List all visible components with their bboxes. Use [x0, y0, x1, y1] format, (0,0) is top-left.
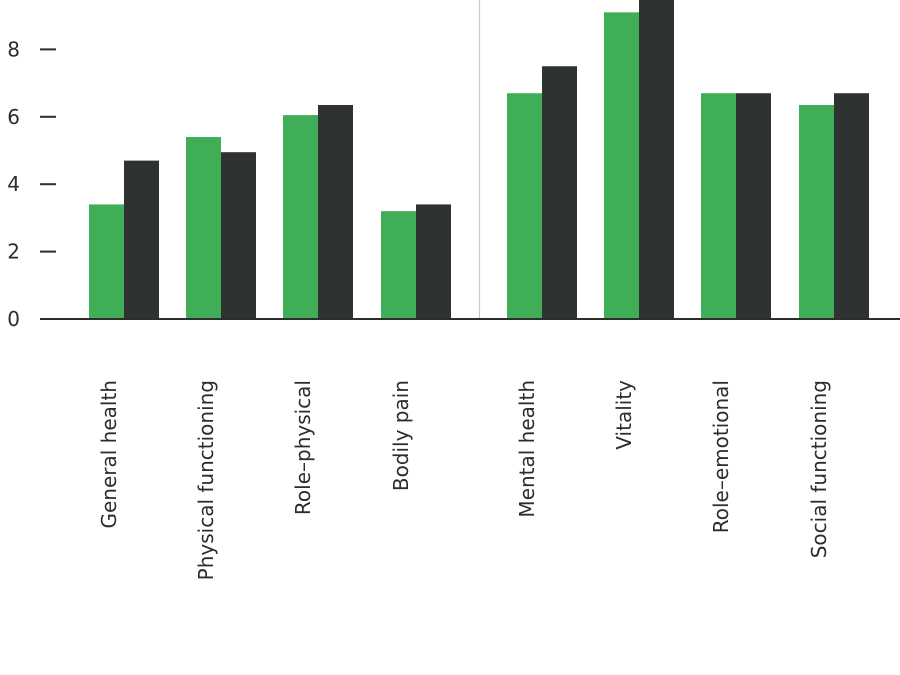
bar-series1-2	[186, 137, 221, 319]
bar-series1-4	[381, 211, 416, 319]
bar-series2-5	[542, 66, 577, 319]
x-tick-label: General health	[97, 380, 121, 529]
bar-series1-7	[701, 93, 736, 320]
x-tick-label: Role–physical	[291, 380, 315, 515]
x-tick-label: Role–emotional	[709, 380, 733, 533]
bar-series1-8	[799, 105, 834, 319]
bar-series2-1	[124, 160, 159, 319]
bar-series2-4	[416, 204, 451, 319]
y-tick-label: 2	[7, 240, 20, 264]
x-tick-label: Vitality	[612, 380, 636, 450]
bar-series2-6	[639, 0, 674, 319]
y-tick-label: 4	[7, 172, 20, 196]
y-tick-label: 6	[7, 105, 20, 129]
bar-series1-3	[283, 115, 318, 320]
x-tick-label: Bodily pain	[389, 380, 413, 491]
y-tick-label: 8	[7, 37, 20, 61]
bar-series2-2	[221, 152, 256, 319]
x-tick-label: Mental health	[515, 380, 539, 518]
bar-series2-7	[736, 93, 771, 320]
bar-series1-6	[604, 12, 639, 320]
x-tick-label: Physical functioning	[194, 380, 218, 580]
bar-series1-5	[507, 93, 542, 320]
bars-group	[89, 0, 869, 320]
y-axis-ticks: 0 2 4 6 8	[7, 37, 56, 331]
bar-series2-3	[318, 105, 353, 319]
x-axis-tick-labels: General health Physical functioning Role–p…	[97, 380, 831, 581]
bar-series1-1	[89, 204, 124, 319]
y-tick-label: 0	[7, 307, 20, 331]
x-tick-label: Social functioning	[807, 380, 831, 558]
bar-series2-8	[834, 93, 869, 320]
